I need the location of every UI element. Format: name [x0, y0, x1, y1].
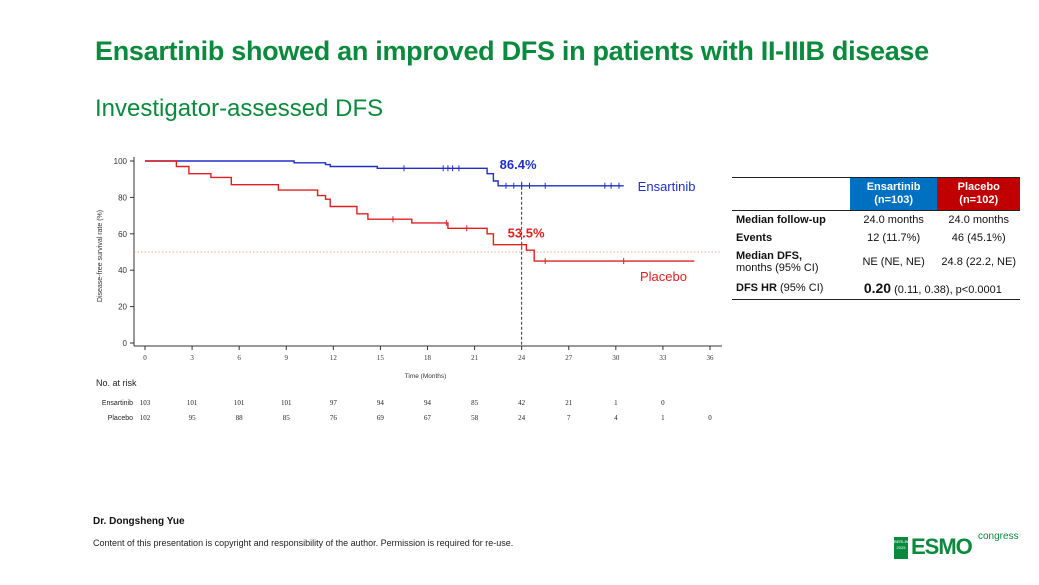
risk-count: 97 — [330, 399, 338, 407]
x-tick-label: 3 — [190, 354, 194, 362]
x-tick-label: 0 — [143, 354, 147, 362]
placebo-annotation: 53.5% — [508, 226, 545, 241]
risk-count: 76 — [330, 414, 338, 422]
risk-count: 103 — [140, 399, 151, 407]
x-tick-label: 24 — [518, 354, 526, 362]
x-tick-label: 6 — [237, 354, 241, 362]
placebo-legend-label: Placebo — [640, 269, 687, 284]
risk-count: 4 — [614, 414, 618, 422]
esmo-logo: BERLIN 2025 ESMO congress — [894, 531, 1019, 561]
risk-count: 101 — [187, 399, 198, 407]
risk-count: 21 — [565, 399, 573, 407]
risk-count: 101 — [281, 399, 292, 407]
x-tick-label: 27 — [565, 354, 573, 362]
risk-count: 94 — [377, 399, 385, 407]
risk-count: 7 — [567, 414, 571, 422]
risk-count: 94 — [424, 399, 432, 407]
summary-row-median-dfs: Median DFS, months (95% CI) NE (NE, NE) … — [736, 250, 1016, 274]
y-tick-label: 60 — [118, 230, 127, 239]
x-tick-label: 12 — [330, 354, 338, 362]
summary-row-followup: Median follow-up 24.0 months 24.0 months — [736, 214, 1009, 226]
summary-header-placebo: Placebo (n=102) — [937, 177, 1020, 211]
x-tick-label: 30 — [612, 354, 620, 362]
slide-title: Ensartinib showed an improved DFS in pat… — [95, 36, 929, 66]
risk-row-label: Placebo — [108, 415, 133, 422]
y-axis-label: Disease-free survival rate (%) — [97, 210, 104, 302]
summary-row-events: Events 12 (11.7%) 46 (45.1%) — [736, 232, 1006, 244]
hr-value: 0.20 — [863, 280, 892, 296]
x-tick-label: 9 — [285, 354, 289, 362]
ensartinib-legend-label: Ensartinib — [638, 179, 696, 194]
risk-count: 1 — [614, 399, 618, 407]
x-tick-label: 36 — [707, 354, 715, 362]
risk-count: 88 — [236, 414, 244, 422]
y-tick-label: 100 — [114, 157, 128, 166]
risk-count: 24 — [518, 414, 526, 422]
y-tick-label: 0 — [123, 339, 128, 348]
summary-header-ensartinib: Ensartinib (n=103) — [849, 177, 938, 211]
risk-row-label: Ensartinib — [102, 400, 133, 407]
x-tick-label: 15 — [377, 354, 385, 362]
x-tick-label: 21 — [471, 354, 479, 362]
risk-count: 67 — [424, 414, 432, 422]
copyright-notice: Content of this presentation is copyrigh… — [93, 538, 514, 548]
y-tick-label: 40 — [118, 266, 127, 275]
slide-subtitle: Investigator-assessed DFS — [95, 95, 384, 122]
summary-table: Ensartinib (n=103) Placebo (n=102) Media… — [732, 177, 1020, 300]
risk-count: 58 — [471, 414, 479, 422]
ensartinib-annotation: 86.4% — [500, 157, 537, 172]
logo-wordmark: ESMO — [911, 534, 973, 559]
logo-badge: BERLIN 2025 — [894, 537, 908, 559]
ensartinib-curve — [145, 160, 624, 187]
risk-count: 102 — [140, 414, 151, 422]
risk-table-title: No. at risk — [96, 378, 137, 388]
x-tick-label: 33 — [659, 354, 667, 362]
x-tick-label: 18 — [424, 354, 432, 362]
summary-row-hr: DFS HR (95% CI) 0.20 (0.11, 0.38), p<0.0… — [732, 277, 1020, 300]
author-name: Dr. Dongsheng Yue — [93, 516, 185, 527]
risk-count: 101 — [234, 399, 245, 407]
summary-header-blank — [732, 178, 850, 211]
risk-count: 42 — [518, 399, 526, 407]
hr-ci: (0.11, 0.38), p<0.0001 — [891, 284, 1002, 296]
risk-count: 0 — [661, 399, 665, 407]
placebo-curve — [145, 160, 695, 262]
risk-count: 95 — [189, 414, 197, 422]
y-tick-label: 20 — [118, 303, 127, 312]
logo-congress: congress — [978, 531, 1019, 542]
y-tick-label: 80 — [118, 193, 127, 202]
risk-count: 85 — [283, 414, 291, 422]
risk-count: 69 — [377, 414, 385, 422]
risk-count: 1 — [661, 414, 665, 422]
x-axis-label: Time (Months) — [405, 373, 447, 380]
risk-count: 85 — [471, 399, 479, 407]
risk-count: 0 — [708, 414, 712, 422]
